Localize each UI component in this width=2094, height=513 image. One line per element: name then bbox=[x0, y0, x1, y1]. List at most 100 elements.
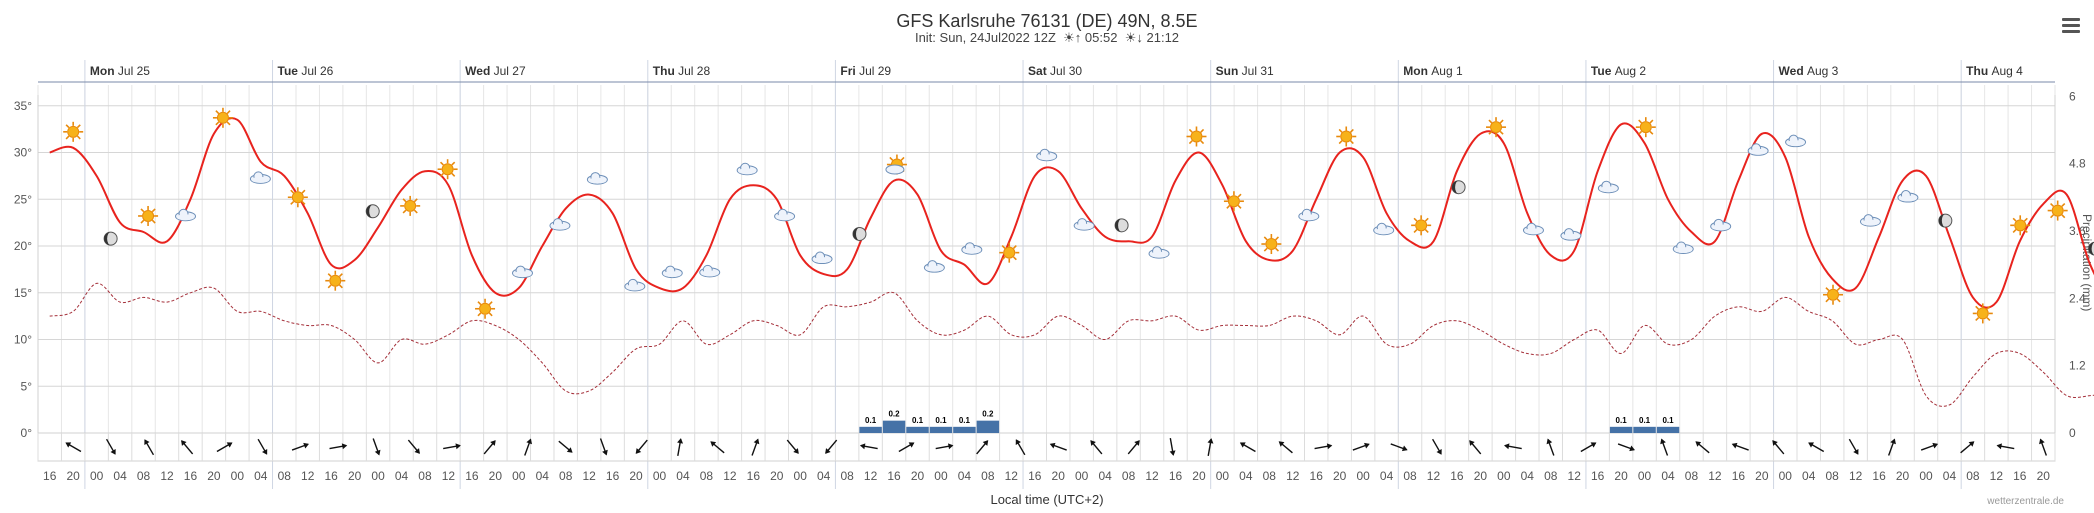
y2-tick-label: 0 bbox=[2069, 426, 2076, 440]
x-tick-label: 08 bbox=[278, 469, 292, 483]
x-tick-label: 12 bbox=[1286, 469, 1300, 483]
sun-ray bbox=[140, 208, 145, 213]
wind-arrow-head bbox=[1239, 442, 1246, 448]
sun-ray bbox=[1263, 247, 1268, 252]
sun-ray bbox=[290, 189, 295, 194]
weather-icon-cloud bbox=[1710, 218, 1732, 232]
wind-arrow bbox=[786, 439, 799, 454]
hamburger-menu-icon[interactable] bbox=[2062, 18, 2080, 33]
wind-arrow-head bbox=[908, 442, 915, 448]
weather-icon-sun bbox=[999, 242, 1020, 263]
cloud-fill bbox=[775, 214, 794, 221]
weather-icon-cloud bbox=[1298, 208, 1320, 222]
sun-ray bbox=[338, 284, 343, 289]
sunset-time: 21:12 bbox=[1146, 30, 1180, 45]
sun-ray bbox=[1825, 298, 1830, 303]
x-tick-label: 16 bbox=[1591, 469, 1605, 483]
weather-icon-cloud bbox=[774, 208, 796, 222]
sun-ray bbox=[76, 124, 81, 129]
weather-icon-moon bbox=[1938, 213, 1953, 228]
sun-ray bbox=[1638, 130, 1643, 135]
sun-disc bbox=[2051, 204, 2064, 217]
x-tick-label: 04 bbox=[395, 469, 409, 483]
sunset-icon: ☀↓ bbox=[1121, 30, 1143, 45]
x-tick-label: 00 bbox=[794, 469, 808, 483]
moon-shade bbox=[2088, 242, 2094, 256]
wind-arrow bbox=[935, 443, 954, 450]
wind-arrow bbox=[976, 440, 989, 455]
wind-arrow-head bbox=[635, 448, 642, 454]
sun-ray bbox=[1499, 130, 1504, 135]
x-tick-label: 16 bbox=[747, 469, 761, 483]
x-tick-label: 12 bbox=[1708, 469, 1722, 483]
weather-icon-cloud bbox=[1522, 222, 1544, 236]
moon-shade bbox=[1115, 218, 1122, 232]
wind-arrow-head bbox=[602, 449, 608, 456]
sun-ray bbox=[1200, 140, 1205, 145]
wind-arrow bbox=[372, 438, 381, 456]
wind-arrow bbox=[1278, 441, 1293, 454]
weather-icon-cloud bbox=[811, 251, 833, 265]
wind-arrow bbox=[1469, 440, 1482, 455]
x-tick-label: 20 bbox=[489, 469, 503, 483]
wind-arrow-head bbox=[374, 449, 381, 456]
wind-arrow bbox=[1239, 442, 1256, 453]
cloud-fill bbox=[1674, 246, 1693, 253]
cloud-fill bbox=[1786, 140, 1805, 147]
sun-ray bbox=[1638, 119, 1643, 124]
sun-ray bbox=[413, 198, 418, 203]
y-tick-label: 0° bbox=[21, 426, 33, 440]
sun-ray bbox=[889, 156, 894, 161]
sun-ray bbox=[451, 172, 456, 177]
weather-icon-cloud bbox=[961, 242, 983, 255]
sun-ray bbox=[1975, 305, 1980, 310]
y2-tick-label: 4.8 bbox=[2069, 157, 2086, 171]
wind-arrow-head bbox=[982, 440, 989, 446]
x-tick-label: 12 bbox=[1990, 469, 2004, 483]
sun-ray bbox=[301, 189, 306, 194]
x-tick-label: 08 bbox=[1544, 469, 1558, 483]
wind-arrow bbox=[1127, 440, 1140, 455]
x-tick-label: 08 bbox=[700, 469, 714, 483]
sun-ray bbox=[1649, 130, 1654, 135]
weather-icon-cloud bbox=[1036, 148, 1058, 162]
moon-shade bbox=[104, 232, 111, 246]
weather-icon-sun bbox=[138, 205, 159, 226]
wind-arrow-head bbox=[65, 442, 72, 448]
x-tick-label: 00 bbox=[1638, 469, 1652, 483]
sun-disc bbox=[1827, 288, 1840, 301]
x-tick-label: 08 bbox=[1403, 469, 1417, 483]
cloud-fill bbox=[588, 177, 607, 184]
day-label: Thu Aug 4 bbox=[1966, 64, 2023, 78]
wind-arrow-head bbox=[1278, 441, 1285, 447]
x-tick-label: 08 bbox=[1122, 469, 1136, 483]
wind-arrow-head bbox=[1590, 442, 1597, 448]
x-tick-label: 20 bbox=[1333, 469, 1347, 483]
weather-icon-cloud bbox=[736, 162, 758, 176]
wind-arrow bbox=[407, 439, 420, 454]
precip-bar bbox=[929, 426, 953, 433]
moon-shade bbox=[852, 227, 860, 241]
sun-ray bbox=[1237, 204, 1242, 209]
x-tick-label: 16 bbox=[2013, 469, 2027, 483]
weather-icon-cloud bbox=[1597, 180, 1619, 194]
sun-disc bbox=[142, 209, 155, 222]
credits-link[interactable]: wetterzentrale.de bbox=[1987, 496, 2064, 507]
weather-icon-cloud bbox=[1785, 134, 1807, 148]
sun-ray bbox=[439, 172, 444, 177]
wind-arrow bbox=[329, 443, 348, 450]
wind-arrow-head bbox=[226, 442, 233, 448]
precip-bar bbox=[1609, 426, 1633, 433]
sun-ray bbox=[76, 135, 81, 140]
wind-arrow bbox=[1049, 442, 1067, 451]
precip-label: 0.2 bbox=[888, 410, 900, 419]
day-label: Mon Aug 1 bbox=[1403, 64, 1463, 78]
wind-arrow-head bbox=[262, 448, 268, 455]
sun-disc bbox=[1639, 121, 1652, 134]
wind-arrow-head bbox=[144, 439, 150, 446]
wind-arrow-head bbox=[490, 440, 496, 446]
wind-arrow-head bbox=[677, 438, 684, 444]
wind-arrow-head bbox=[753, 438, 760, 445]
cloud-fill bbox=[1861, 219, 1880, 226]
